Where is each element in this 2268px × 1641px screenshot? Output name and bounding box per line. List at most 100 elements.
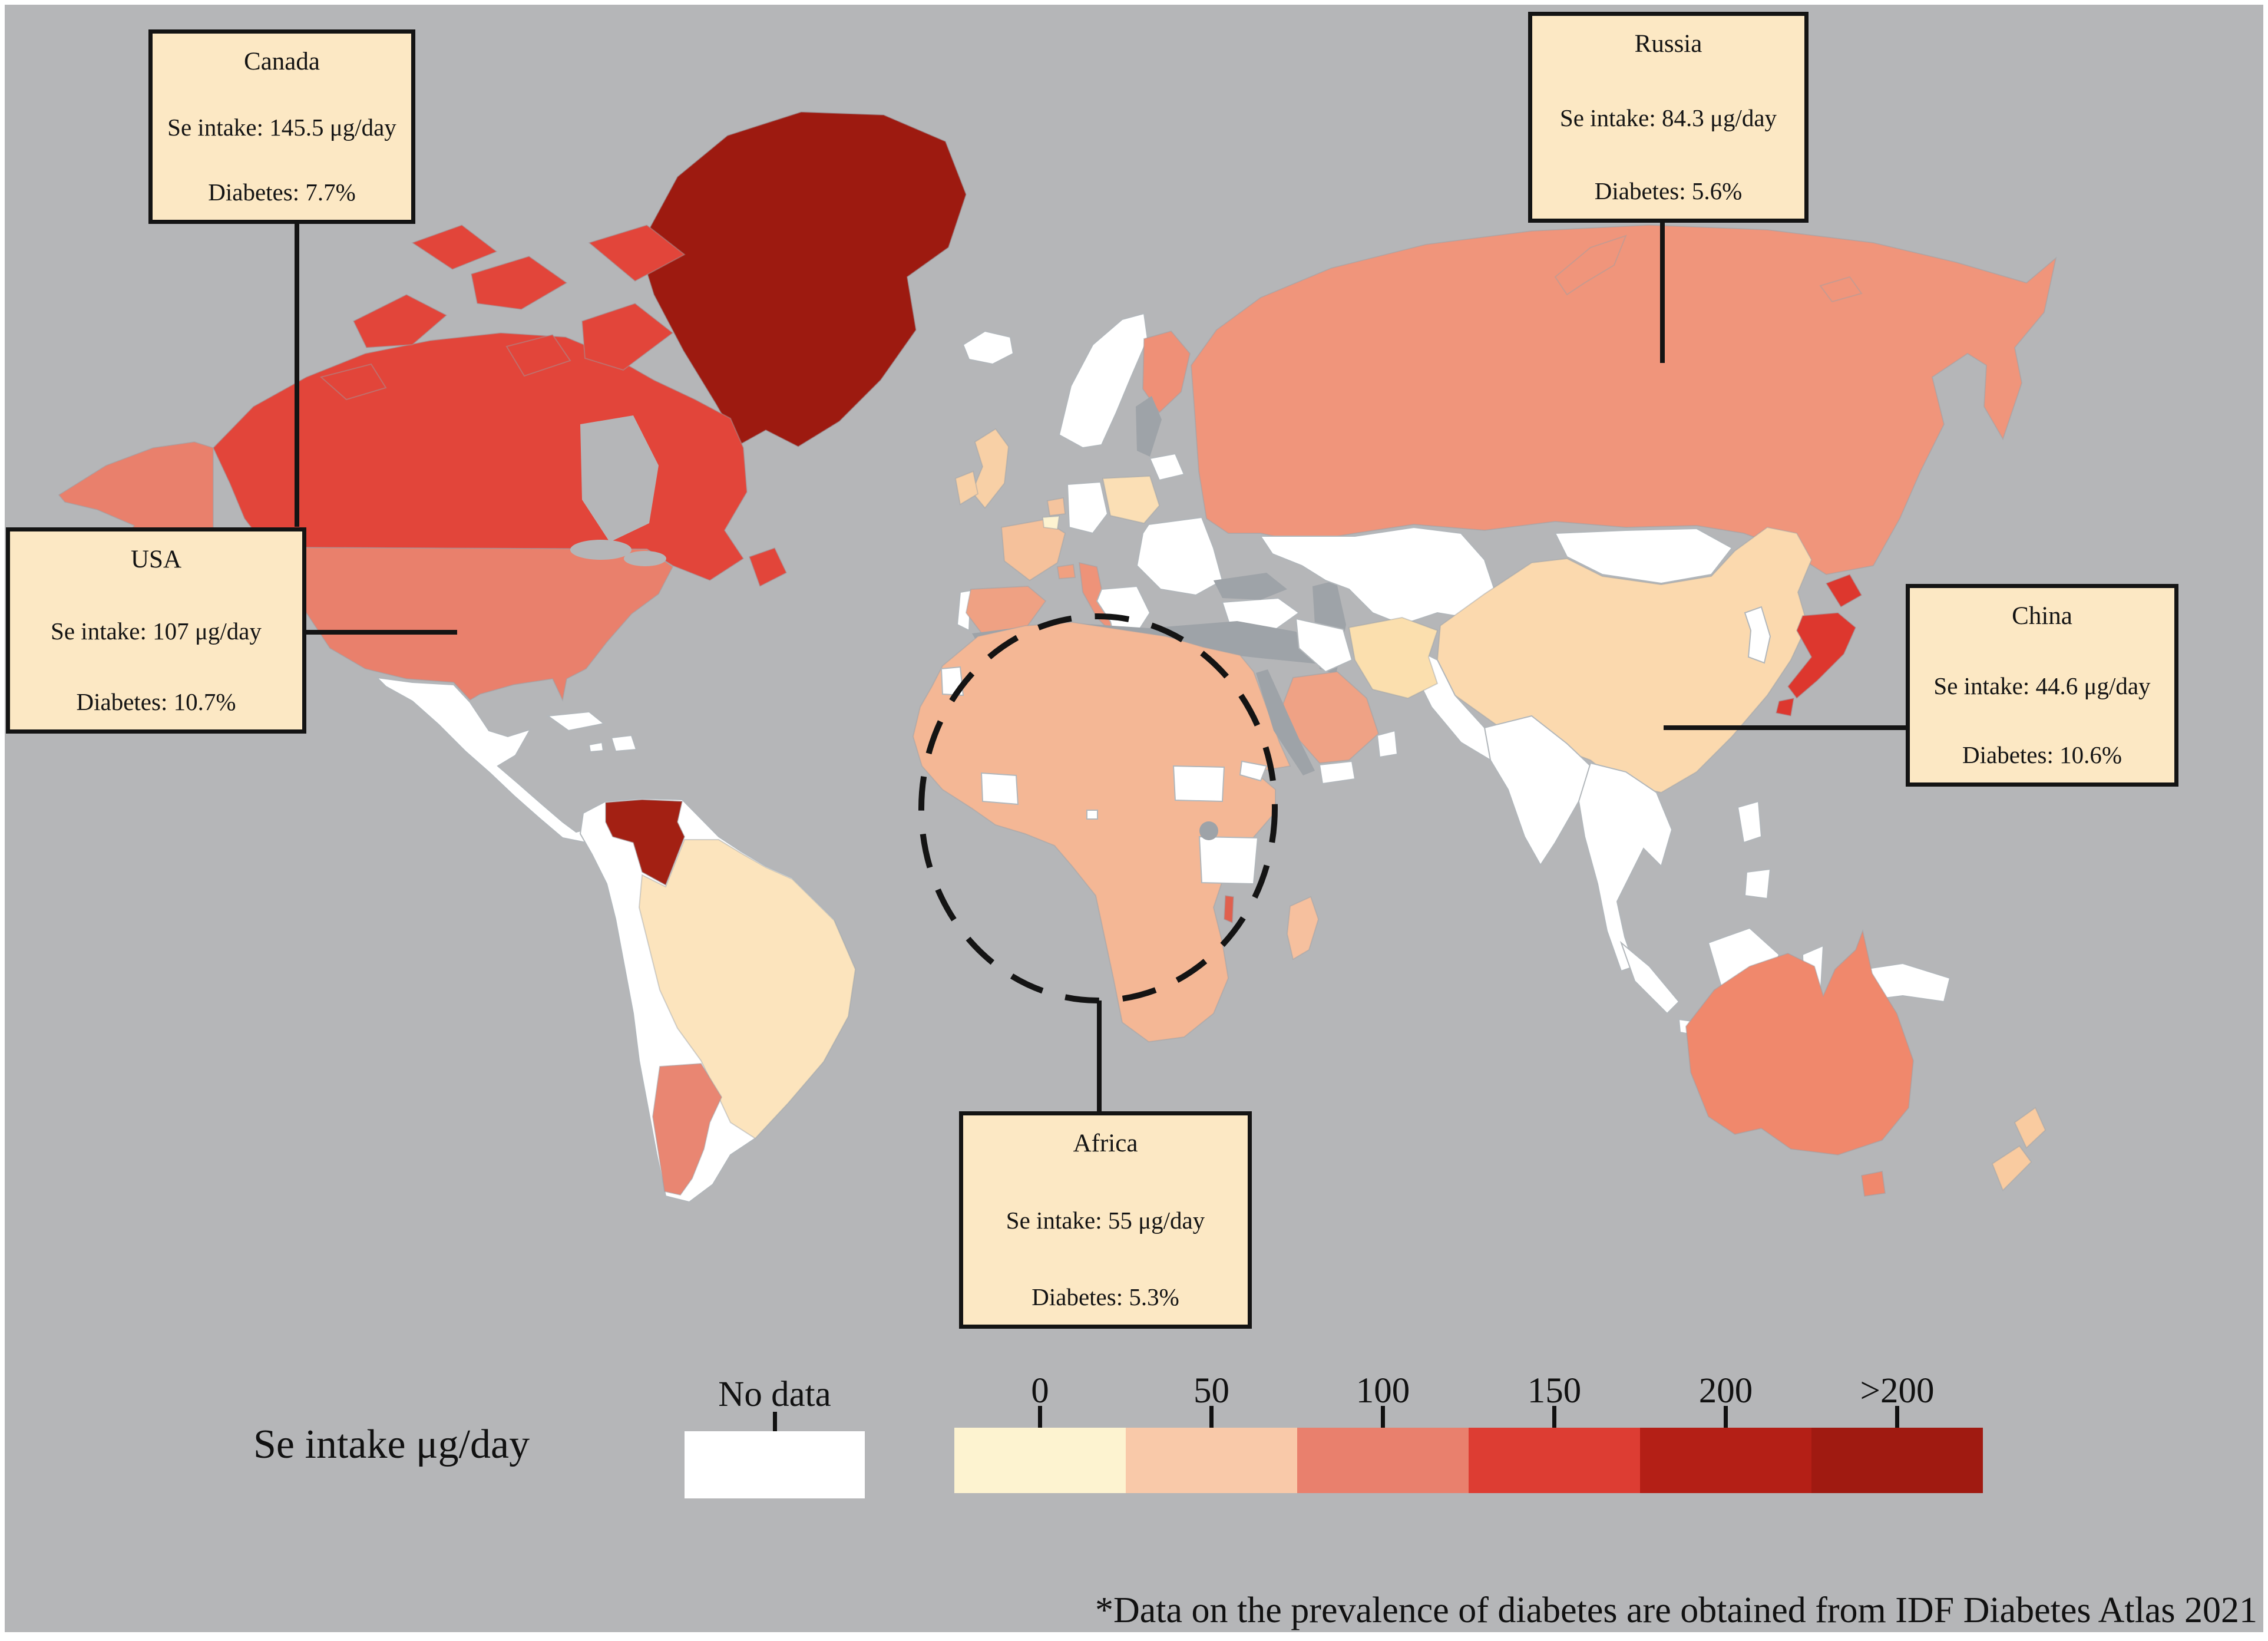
- legend-no-data-swatch: [685, 1431, 865, 1498]
- callout-russia: Russia Se intake: 84.3 μg/day Diabetes: …: [1528, 12, 1809, 223]
- legend-tick-label-100: 100: [1355, 1371, 1410, 1411]
- great-lakes-east: [624, 551, 666, 566]
- legend-tick-label-50: 50: [1193, 1371, 1229, 1411]
- country-netherlands: [1046, 497, 1066, 517]
- iraq-syria: [1295, 618, 1353, 673]
- red-sea: [1256, 669, 1315, 775]
- country-usa: [265, 546, 674, 702]
- callout-usa-diabetes: Diabetes: 10.7%: [76, 688, 236, 715]
- legend-no-data-tick: [773, 1412, 777, 1431]
- callout-africa-title: Africa: [1073, 1130, 1138, 1157]
- legend-swatch-50: [1126, 1428, 1297, 1493]
- canada-arctic-island-4: [411, 224, 498, 270]
- island-jamaica: [588, 741, 604, 753]
- lake-victoria: [1199, 821, 1218, 840]
- callout-africa-se-intake: Se intake: 55 μg/day: [1006, 1207, 1205, 1234]
- legend-tick-label-gt200: >200: [1860, 1371, 1935, 1411]
- legend-tick-150: [1552, 1406, 1556, 1428]
- callout-russia-title: Russia: [1634, 30, 1702, 58]
- country-madagascar: [1286, 896, 1320, 960]
- island-severnaya: [1819, 276, 1863, 303]
- callout-canada-diabetes: Diabetes: 7.7%: [208, 179, 356, 206]
- callout-china-title: China: [2012, 602, 2072, 630]
- equatorial-guinea: [1086, 810, 1098, 820]
- australia-tasmania: [1860, 1170, 1886, 1197]
- legend-tick-0: [1038, 1406, 1042, 1428]
- legend-swatch-100: [1297, 1428, 1469, 1493]
- country-poland: [1102, 475, 1161, 524]
- country-india: [1483, 715, 1592, 866]
- country-japan-hokkaido: [1825, 573, 1863, 608]
- new-zealand-north: [2014, 1107, 2047, 1149]
- country-uk: [971, 428, 1010, 509]
- legend-swatch-200: [1640, 1428, 1811, 1493]
- legend-swatch-150: [1469, 1428, 1640, 1493]
- island-luzon: [1737, 800, 1763, 844]
- callout-usa-title: USA: [130, 546, 182, 573]
- country-belgium: [1042, 515, 1060, 530]
- callout-canada-se-intake: Se intake: 145.5 μg/day: [167, 113, 396, 141]
- country-greenland: [638, 111, 967, 448]
- eastern-europe: [1136, 516, 1224, 596]
- country-mongolia: [1554, 527, 1733, 585]
- country-switzerland: [1056, 563, 1076, 580]
- country-iran: [1348, 616, 1439, 699]
- country-japan-kyushu: [1775, 697, 1795, 717]
- great-lakes-west: [570, 540, 632, 560]
- hudson-bay: [580, 415, 659, 542]
- callout-africa-diabetes: Diabetes: 5.3%: [1031, 1283, 1179, 1310]
- canada-arctic-island-6: [319, 363, 387, 401]
- baltic-states: [1149, 453, 1185, 481]
- callout-usa: USA Se intake: 107 μg/day Diabetes: 10.7…: [6, 527, 306, 734]
- legend-tick-label-0: 0: [1031, 1371, 1049, 1411]
- baltic-sea: [1136, 396, 1162, 457]
- southeast-asia: [1578, 762, 1673, 972]
- callout-usa-se-intake: Se intake: 107 μg/day: [51, 617, 262, 645]
- legend-no-data-label: No data: [718, 1375, 831, 1414]
- canada-newfoundland: [748, 547, 788, 587]
- legend-axis-label: Se intake μg/day: [253, 1422, 530, 1467]
- callout-china: China Se intake: 44.6 μg/day Diabetes: 1…: [1906, 584, 2178, 787]
- callout-china-diabetes: Diabetes: 10.6%: [1962, 741, 2122, 768]
- central-asia: [1259, 526, 1497, 626]
- canada-arctic-island-2: [470, 255, 568, 311]
- island-cuba: [546, 711, 606, 732]
- legend-tick-label-200: 200: [1698, 1371, 1753, 1411]
- canada-arctic-island-5: [587, 224, 686, 282]
- country-oman: [1376, 729, 1399, 758]
- country-australia: [1685, 929, 1915, 1156]
- island-novaya-zemlya: [1554, 235, 1627, 296]
- country-finland: [1142, 330, 1191, 414]
- callout-africa: Africa Se intake: 55 μg/day Diabetes: 5.…: [959, 1111, 1252, 1329]
- canada-arctic-island-7: [505, 334, 571, 377]
- legend-swatch-0: [954, 1428, 1126, 1493]
- country-argentina: [652, 1062, 723, 1196]
- figure-footnote: *Data on the prevalence of diabetes are …: [1095, 1590, 2257, 1630]
- country-brazil: [638, 839, 857, 1140]
- callout-russia-diabetes: Diabetes: 5.6%: [1594, 177, 1743, 204]
- legend-tick-50: [1209, 1406, 1214, 1428]
- africa-region: [912, 621, 1291, 1043]
- country-germany: [1066, 481, 1109, 534]
- legend-tick-label-150: 150: [1527, 1371, 1582, 1411]
- country-venezuela: [605, 798, 686, 886]
- canada-arctic-island-1: [352, 293, 448, 349]
- callout-canada-title: Canada: [244, 48, 320, 75]
- legend-tick-100: [1381, 1406, 1385, 1428]
- south-sudan: [1172, 765, 1225, 803]
- island-mindanao: [1744, 868, 1771, 900]
- country-ireland: [954, 470, 979, 506]
- country-yemen: [1318, 760, 1356, 785]
- country-japan-honshu: [1787, 612, 1857, 699]
- legend-tick-200: [1724, 1406, 1728, 1428]
- callout-canada: Canada Se intake: 145.5 μg/day Diabetes:…: [148, 29, 415, 224]
- canada-arctic-island-3: [581, 302, 674, 371]
- mexico-central-america: [375, 676, 603, 845]
- black-sea: [1214, 573, 1287, 600]
- eritrea: [1239, 760, 1268, 782]
- island-hispaniola: [610, 734, 637, 752]
- callout-russia-se-intake: Se intake: 84.3 μg/day: [1559, 104, 1777, 131]
- country-malawi: [1223, 894, 1235, 924]
- legend-tick-gt200: [1895, 1406, 1899, 1428]
- korea: [1744, 606, 1771, 664]
